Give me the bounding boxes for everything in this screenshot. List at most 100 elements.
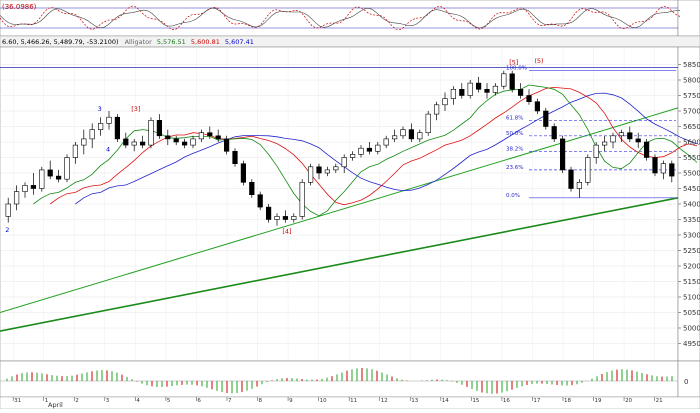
candle-body-46 — [391, 135, 398, 140]
candle-body-62 — [526, 95, 532, 102]
price-tick-label-5150: 5150 — [683, 278, 700, 286]
info-ohlc: 6.60, 5,466.26, 5,489.79, -53.2100) — [2, 38, 119, 46]
oscillator-zero-label: 0 — [684, 378, 688, 386]
oscillator-axis-area — [677, 360, 700, 398]
time-tick-label-15: 15 — [472, 398, 479, 404]
time-tick-label-2: 2 — [75, 398, 79, 404]
stoch-main-line — [0, 7, 681, 29]
fib-label-3: 38.2% — [506, 146, 523, 152]
candle-body-15 — [131, 141, 137, 146]
candle-body-27 — [232, 151, 238, 165]
grid-layer — [0, 47, 678, 397]
price-axis: 4950 5000 5050 5100 5150 5200 5250 5300 5350 5400… — [678, 61, 700, 348]
candle-body-53 — [450, 89, 457, 99]
wave-label-1: 3 — [98, 105, 102, 113]
candle-body-7 — [64, 157, 70, 180]
wave-label-3: [3] — [131, 105, 140, 113]
price-tick-label-5450: 5450 — [683, 185, 700, 193]
top-panel-label: (36.0986) — [2, 3, 37, 11]
time-tick-label-7: 7 — [228, 398, 232, 404]
price-tick-label-5400: 5400 — [683, 201, 700, 209]
time-tick-label-18: 18 — [564, 398, 571, 404]
wave-labels: 2 3 4 [3] [4] [5] (5) — [5, 57, 543, 235]
time-tick-label-5: 5 — [167, 398, 171, 404]
candle-body-78 — [660, 163, 667, 174]
price-tick-label-5350: 5350 — [683, 216, 700, 224]
info-value-lips: 5,607.41 — [225, 38, 254, 46]
fib-label-2: 50.0% — [506, 131, 523, 137]
candle-body-30 — [257, 194, 263, 208]
candle-body-74 — [627, 132, 633, 140]
candle-body-44 — [375, 144, 381, 152]
time-tick-label-14: 14 — [442, 398, 449, 404]
price-tick-label-5750: 5750 — [683, 92, 700, 100]
candle-body-48 — [408, 129, 415, 140]
candle-body-5 — [47, 169, 53, 177]
candle-body-24 — [207, 132, 213, 137]
fibonacci-retracement: 100.0% 61.8% 50.0% 38.2% 23.6% 0.0% — [506, 66, 676, 199]
candle-body-71 — [601, 141, 608, 146]
time-tick-label-0: 31 — [14, 398, 21, 404]
candle-body-72 — [610, 135, 616, 143]
candle-body-52 — [442, 98, 448, 106]
candle-body-3 — [30, 185, 37, 189]
candle-body-39 — [333, 166, 339, 171]
candle-body-8 — [72, 144, 79, 158]
price-tick-label-5100: 5100 — [683, 294, 700, 302]
time-tick-label-11: 11 — [350, 398, 357, 404]
time-tick-label-8: 8 — [259, 398, 263, 404]
price-tick-label-5600: 5600 — [683, 139, 700, 147]
wave-label-4: [4] — [282, 227, 291, 235]
time-tick-label-9: 9 — [289, 398, 293, 404]
price-tick-label-5850: 5850 — [683, 61, 700, 69]
candle-body-50 — [425, 113, 431, 133]
candle-body-70 — [593, 144, 599, 158]
candle-body-76 — [643, 141, 650, 158]
candle-body-9 — [81, 138, 87, 146]
candle-body-21 — [181, 141, 188, 146]
candle-body-13 — [114, 116, 121, 140]
candle-body-33 — [282, 216, 289, 220]
candle-body-51 — [433, 104, 440, 115]
fib-label-0: 100.0% — [506, 66, 527, 72]
fib-label-5: 0.0% — [506, 193, 520, 199]
candle-body-68 — [576, 182, 583, 189]
time-tick-label-19: 19 — [595, 398, 602, 404]
time-tick-label-13: 13 — [411, 398, 418, 404]
candle-body-69 — [585, 157, 591, 183]
trend-line-lower — [0, 197, 679, 332]
alligator-lines — [33, 84, 698, 217]
candle-body-56 — [475, 82, 482, 90]
candle-body-42 — [358, 147, 364, 155]
month-label: April — [48, 401, 63, 409]
time-tick-label-12: 12 — [381, 398, 388, 404]
candle-body-61 — [517, 89, 524, 96]
candle-body-63 — [534, 101, 541, 112]
price-tick-label-5200: 5200 — [683, 263, 700, 271]
alligator-teeth-line — [49, 86, 698, 206]
candle-body-37 — [316, 166, 322, 174]
candle-body-31 — [265, 206, 272, 220]
candle-body-6 — [55, 175, 62, 180]
candle-body-23 — [198, 132, 205, 140]
candle-body-36 — [307, 166, 314, 183]
candle-body-66 — [559, 138, 566, 171]
candle-body-47 — [400, 129, 406, 137]
candle-body-20 — [173, 138, 179, 143]
candle-body-73 — [618, 132, 625, 137]
wave-label-5: [5] — [509, 59, 518, 67]
wave-label-0: 2 — [5, 226, 9, 234]
wave-label-2: 4 — [106, 145, 110, 153]
candle-body-19 — [165, 135, 171, 140]
time-tick-label-20: 20 — [625, 398, 632, 404]
fib-label-4: 23.6% — [506, 165, 523, 171]
candle-body-12 — [106, 116, 112, 124]
candle-body-16 — [139, 141, 146, 146]
candle-body-55 — [467, 82, 473, 96]
candle-body-58 — [492, 85, 499, 93]
candle-body-41 — [349, 154, 356, 158]
price-tick-label-5800: 5800 — [683, 77, 700, 85]
price-tick-label-5250: 5250 — [683, 247, 700, 255]
top-panel-lines — [0, 5, 681, 31]
candle-body-26 — [223, 138, 230, 152]
